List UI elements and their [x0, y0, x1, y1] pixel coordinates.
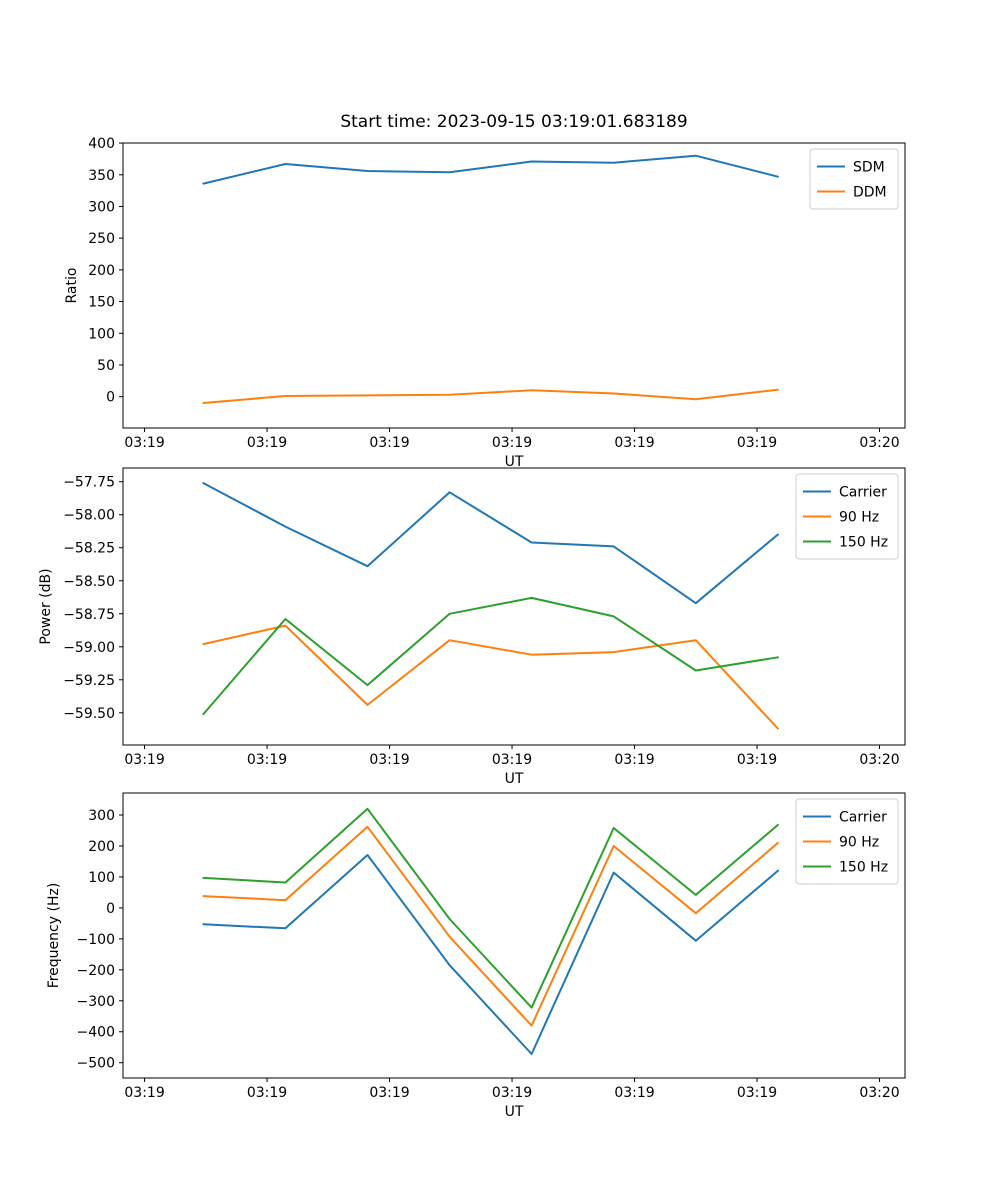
series-line-90 Hz	[202, 825, 779, 1027]
x-tick-label: 03:19	[247, 1085, 287, 1101]
legend: Carrier 90 Hz 150 Hz	[795, 473, 899, 560]
y-tick-label: 100	[88, 326, 115, 342]
y-tick-label: 300	[88, 199, 115, 215]
legend: SDM DDM	[809, 148, 899, 210]
axes-frame	[122, 142, 906, 429]
y-tick-label: −500	[77, 1056, 115, 1072]
x-tick-label: 03:19	[492, 1085, 532, 1101]
x-tick-label: 03:19	[737, 752, 777, 768]
y-tick-label: −300	[77, 994, 115, 1010]
y-tick-label: −400	[77, 1025, 115, 1041]
legend-label-90 Hz: 90 Hz	[839, 835, 879, 851]
x-tick-label: 03:19	[614, 1085, 654, 1101]
x-tick-label: 03:19	[369, 752, 409, 768]
series-line-Carrier	[202, 854, 779, 1055]
x-tick-label: 03:19	[492, 435, 532, 451]
x-tick-label: 03:19	[247, 435, 287, 451]
y-tick-label: 250	[88, 231, 115, 247]
y-tick-label: −59.25	[63, 673, 115, 689]
x-tick-label: 03:19	[737, 435, 777, 451]
y-tick-label: −58.25	[63, 541, 115, 557]
y-tick-label: 200	[88, 263, 115, 279]
legend-label-90 Hz: 90 Hz	[839, 510, 879, 526]
y-tick-label: −58.75	[63, 607, 115, 623]
x-tick-label: 03:19	[492, 752, 532, 768]
y-tick-label: −58.00	[63, 508, 115, 524]
legend-box	[795, 798, 899, 885]
y-tick-label: 100	[88, 870, 115, 886]
x-tick-label: 03:19	[369, 435, 409, 451]
y-tick-label: 50	[97, 358, 115, 374]
x-axis-label: UT	[505, 1104, 524, 1120]
x-tick-label: 03:19	[124, 752, 164, 768]
y-tick-label: 150	[88, 295, 115, 311]
series-line-DDM	[202, 388, 779, 404]
chart-2: 03:19 03:19 03:19 03:19 03:19 03:19 03:20 −57.7…	[38, 467, 906, 787]
legend-label-Carrier: Carrier	[839, 810, 887, 826]
x-tick-label: 03:19	[369, 1085, 409, 1101]
x-tick-label: 03:20	[859, 1085, 899, 1101]
axes-frame	[122, 467, 906, 746]
y-tick-label: 0	[106, 390, 115, 406]
chart-3: 03:19 03:19 03:19 03:19 03:19 03:19 03:20 300 20…	[46, 792, 906, 1120]
y-tick-label: 200	[88, 839, 115, 855]
x-tick-label: 03:19	[124, 1085, 164, 1101]
x-tick-label: 03:20	[859, 752, 899, 768]
y-tick-label: 350	[88, 168, 115, 184]
y-tick-label: −59.50	[63, 706, 115, 722]
series-line-SDM	[202, 154, 779, 185]
figure-title: Start time: 2023-09-15 03:19:01.683189	[340, 112, 688, 132]
series-line-150 Hz	[202, 807, 779, 1009]
y-axis-label: Ratio	[64, 268, 80, 304]
y-tick-label: −59.00	[63, 640, 115, 656]
x-tick-label: 03:19	[124, 435, 164, 451]
legend-label-150 Hz: 150 Hz	[839, 535, 888, 551]
series-line-Carrier	[202, 482, 779, 605]
y-tick-label: −57.75	[63, 475, 115, 491]
y-axis-label: Frequency (Hz)	[46, 883, 62, 989]
y-tick-label: 400	[88, 136, 115, 152]
legend-label-DDM: DDM	[853, 185, 887, 201]
series-line-150 Hz	[202, 596, 779, 716]
legend-label-Carrier: Carrier	[839, 485, 887, 501]
x-axis-label: UT	[505, 454, 524, 470]
x-tick-label: 03:19	[614, 435, 654, 451]
series-line-90 Hz	[202, 624, 779, 730]
axes-frame	[122, 792, 906, 1079]
y-axis-label: Power (dB)	[38, 568, 54, 644]
x-tick-label: 03:19	[737, 1085, 777, 1101]
y-tick-label: 300	[88, 808, 115, 824]
x-tick-label: 03:19	[247, 752, 287, 768]
x-axis-label: UT	[505, 771, 524, 787]
legend-box	[809, 148, 899, 210]
legend: Carrier 90 Hz 150 Hz	[795, 798, 899, 885]
chart-1: 03:19 03:19 03:19 03:19 03:19 03:19 03:20 0 50 10…	[64, 136, 906, 470]
x-tick-label: 03:20	[859, 435, 899, 451]
y-tick-label: −58.50	[63, 574, 115, 590]
legend-label-150 Hz: 150 Hz	[839, 860, 888, 876]
y-tick-label: −200	[77, 963, 115, 979]
legend-label-SDM: SDM	[853, 160, 885, 176]
y-tick-label: −100	[77, 932, 115, 948]
x-tick-label: 03:19	[614, 752, 654, 768]
y-tick-label: 0	[106, 901, 115, 917]
legend-box	[795, 473, 899, 560]
